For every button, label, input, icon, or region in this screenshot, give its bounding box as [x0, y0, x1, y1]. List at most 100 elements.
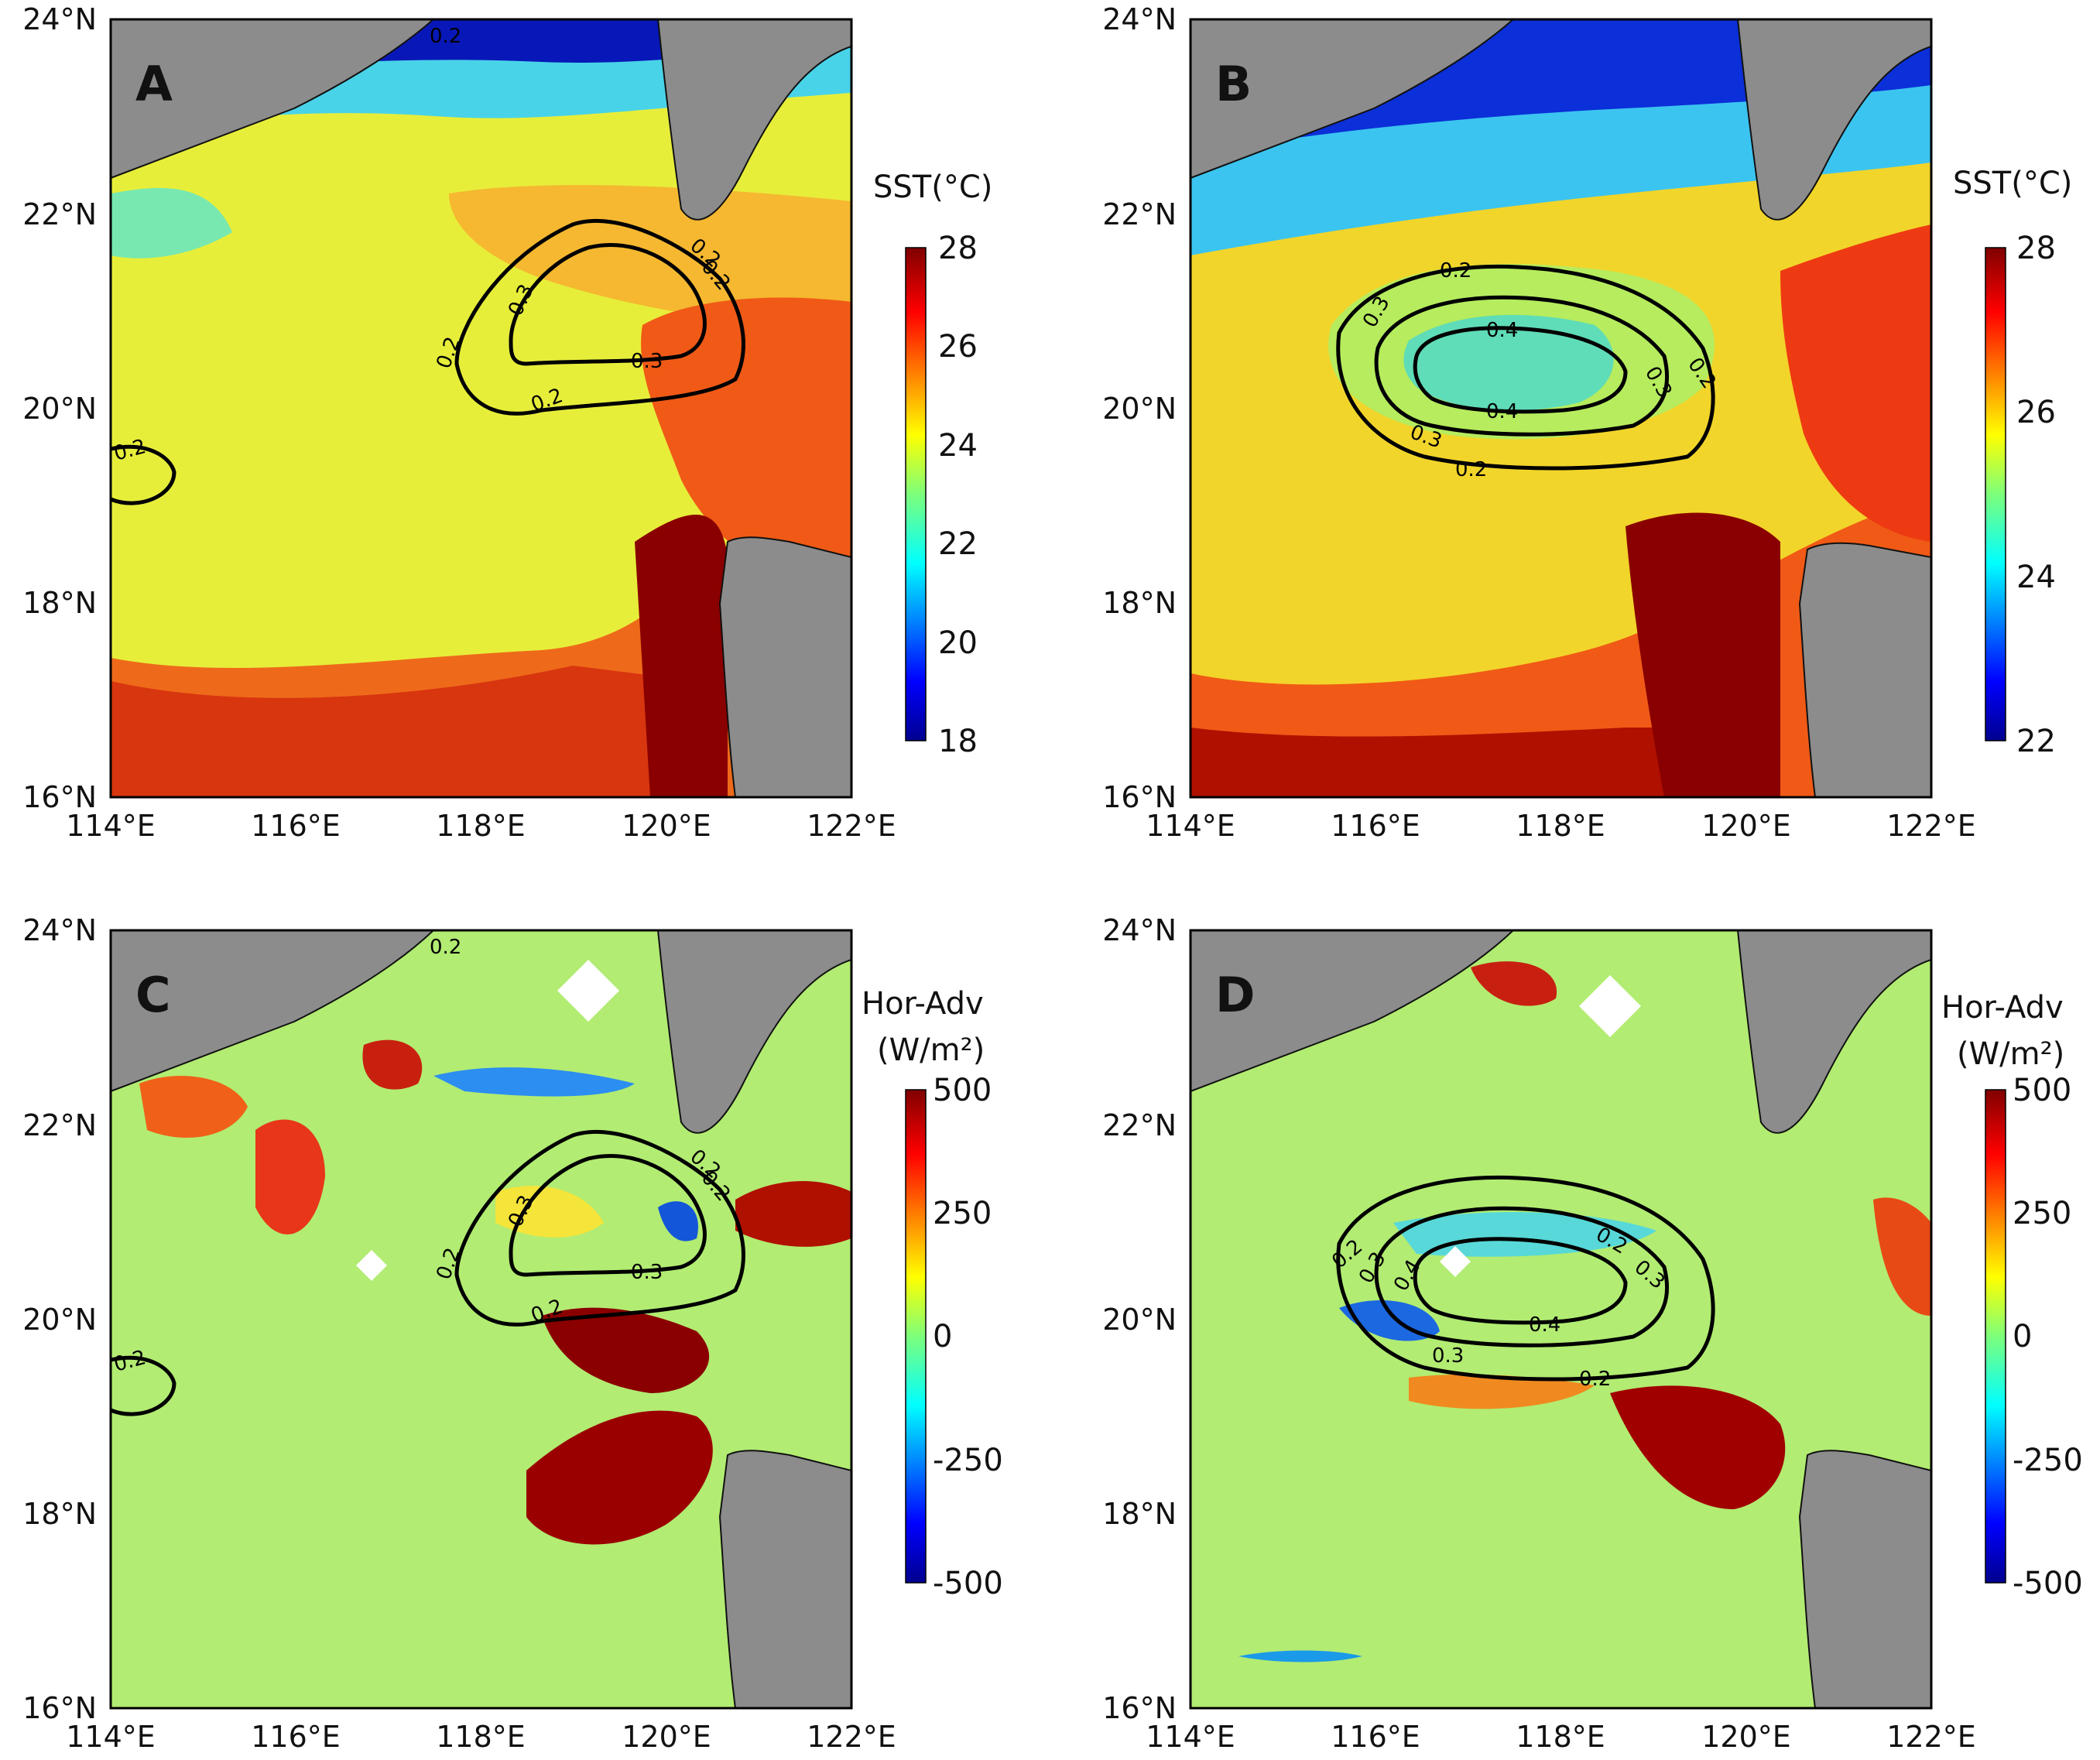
lon-tick-label: 114°E [66, 1720, 156, 1754]
panel-d: 0.2 0.2 0.2 0.3 0.3 0.3 0.4 0.4 D 24°N 2… [1102, 913, 2083, 1754]
panel-b-field [1190, 19, 1931, 797]
panel-a-label: A [135, 56, 173, 112]
lon-tick-label: 114°E [66, 809, 156, 843]
lon-tick-label: 116°E [1331, 1720, 1420, 1754]
lon-tick-label: 114°E [1146, 809, 1235, 843]
colorbar-tick: 24 [938, 428, 978, 464]
colorbar-title: Hor-Adv [1941, 990, 2064, 1026]
colorbar-units: (W/m²) [877, 1032, 985, 1068]
colorbar-tick: 28 [2016, 231, 2056, 266]
panel-d-colorbar: Hor-Adv (W/m²) 500 250 0 -250 -500 [1941, 990, 2083, 1601]
colorbar-tick: 28 [938, 231, 978, 266]
panel-d-field [1190, 930, 1931, 1708]
lon-tick-label: 120°E [622, 1720, 711, 1754]
panel-b-lat-ticks: 24°N 22°N 20°N 18°N 16°N [1102, 2, 1177, 814]
colorbar-tick: 0 [2013, 1319, 2032, 1354]
panel-a: 0.2 0.2 0.2 0.2 0.3 0.3 0.2 0.2 A 24°N 2… [22, 2, 992, 843]
colorbar-tick: 24 [2016, 560, 2056, 595]
colorbar-tick: 26 [938, 329, 978, 365]
colorbar-tick: -250 [933, 1443, 1003, 1478]
lat-tick-label: 16°N [22, 1691, 97, 1725]
lat-tick-label: 16°N [1102, 1691, 1177, 1725]
lon-tick-label: 118°E [436, 809, 526, 843]
lat-tick-label: 24°N [22, 913, 97, 947]
colorbar-title: SST(°C) [1953, 166, 2072, 201]
lat-tick-label: 16°N [22, 780, 97, 814]
colorbar-tick: 250 [2013, 1196, 2071, 1231]
lon-tick-label: 118°E [1516, 809, 1605, 843]
colorbar-tick: 0 [933, 1319, 952, 1354]
panel-a-contours [110, 219, 745, 505]
colorbar-tick: 22 [2016, 724, 2056, 759]
panel-c-colorbar: Hor-Adv (W/m²) 500 250 0 -250 -500 [862, 986, 1003, 1601]
panel-a-lon-ticks: 114°E 116°E 118°E 120°E 122°E [66, 809, 896, 843]
lon-tick-label: 116°E [251, 1720, 341, 1754]
panel-d-contours [1336, 1175, 1715, 1382]
lon-tick-label: 120°E [1701, 1720, 1791, 1754]
lon-tick-label: 120°E [622, 809, 711, 843]
panel-d-label: D [1215, 967, 1255, 1023]
contour-label: 0.4 [1529, 1313, 1560, 1337]
lon-tick-label: 118°E [436, 1720, 526, 1754]
colorbar-tick: 18 [938, 724, 978, 759]
panel-c-frame [109, 929, 853, 1710]
lat-tick-label: 18°N [22, 1497, 97, 1531]
panel-c-field [111, 930, 851, 1708]
panel-b: 0.2 0.2 0.2 0.3 0.3 0.3 0.4 0.4 B 24°N 2… [1102, 2, 2072, 843]
panel-b-contours [1336, 264, 1715, 471]
panel-d-frame [1189, 929, 1933, 1710]
lon-tick-label: 122°E [807, 809, 896, 843]
lon-tick-label: 122°E [1886, 809, 1976, 843]
panel-c-lat-ticks: 24°N 22°N 20°N 18°N 16°N [22, 913, 97, 1725]
contour-label: 0.3 [1432, 1344, 1464, 1368]
lat-tick-label: 24°N [22, 2, 97, 36]
colorbar-tick: 500 [933, 1073, 992, 1108]
contour-label: 0.3 [631, 1261, 663, 1284]
panel-b-frame [1189, 18, 1933, 799]
panel-b-lon-ticks: 114°E 116°E 118°E 120°E 122°E [1146, 809, 1976, 843]
colorbar-tick: 26 [2016, 395, 2056, 430]
lat-tick-label: 20°N [22, 392, 97, 426]
colorbar-tick: 22 [938, 526, 978, 562]
panel-d-lon-ticks: 114°E 116°E 118°E 120°E 122°E [1146, 1720, 1976, 1754]
panel-b-colorbar: SST(°C) 28 26 24 22 [1953, 166, 2072, 759]
colorbar-tick: -250 [2013, 1443, 2083, 1478]
lon-tick-label: 114°E [1146, 1720, 1235, 1754]
contour-label: 0.2 [1579, 1368, 1611, 1391]
lat-tick-label: 22°N [1102, 197, 1177, 231]
panel-d-lat-ticks: 24°N 22°N 20°N 18°N 16°N [1102, 913, 1177, 1725]
panel-b-label: B [1215, 56, 1252, 112]
lat-tick-label: 22°N [1102, 1108, 1177, 1142]
contour-label: 0.4 [1486, 319, 1518, 342]
lat-tick-label: 20°N [22, 1303, 97, 1337]
lat-tick-label: 20°N [1102, 1303, 1177, 1337]
contour-label: 0.2 [1440, 259, 1471, 282]
colorbar-tick: 250 [933, 1196, 992, 1231]
contour-label: 0.4 [1486, 400, 1518, 423]
lat-tick-label: 18°N [22, 586, 97, 620]
colorbar-tick: -500 [933, 1566, 1003, 1601]
panel-a-colorbar: SST(°C) 28 26 24 22 20 18 [873, 169, 992, 759]
colorbar-tick: 20 [938, 625, 978, 661]
panel-c-contours [110, 1130, 745, 1416]
panel-a-field [111, 19, 851, 797]
lat-tick-label: 18°N [1102, 586, 1177, 620]
lat-tick-label: 24°N [1102, 2, 1177, 36]
colorbar-ramp [905, 1089, 927, 1584]
lon-tick-label: 122°E [807, 1720, 896, 1754]
lat-tick-label: 22°N [22, 1108, 97, 1142]
panel-c: 0.2 0.2 0.2 0.2 0.3 0.3 0.2 0.2 C 24°N 2… [22, 913, 1003, 1754]
panel-c-label: C [135, 967, 171, 1023]
colorbar-ramp [1985, 1089, 2006, 1584]
lat-tick-label: 20°N [1102, 392, 1177, 426]
contour-label: 0.2 [1455, 458, 1487, 481]
contour-label: 0.2 [430, 936, 461, 959]
lon-tick-label: 116°E [251, 809, 341, 843]
colorbar-ramp [905, 247, 927, 741]
contour-label: 0.2 [430, 25, 461, 48]
lat-tick-label: 22°N [22, 197, 97, 231]
lon-tick-label: 118°E [1516, 1720, 1605, 1754]
lat-tick-label: 16°N [1102, 780, 1177, 814]
contour-label: 0.3 [631, 350, 663, 373]
